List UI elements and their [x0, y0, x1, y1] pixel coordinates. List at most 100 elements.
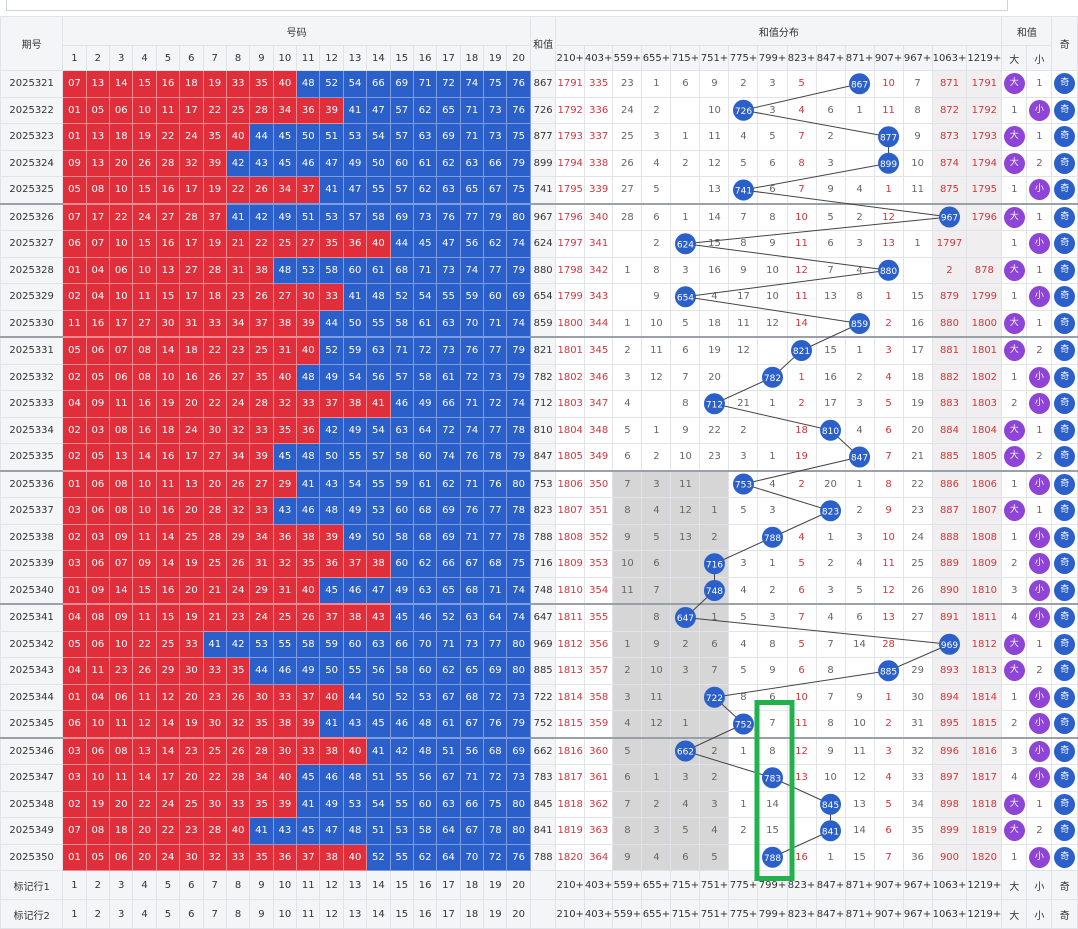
table-row[interactable]: 2025327 06 07 10 15 16 17 19 21 22 25 27 35 36 40 44 45 4…	[0, 230, 1078, 258]
table-row[interactable]: 2025331 05 06 07 08 14 18 22 23 25 31 40 52 59 63 71 72 7…	[0, 336, 1078, 365]
table-row[interactable]: 2025329 02 04 10 11 15 17 18 23 26 27 30 33 41 48 52 54 5…	[0, 283, 1078, 311]
drawn-number: 17	[155, 764, 181, 792]
table-row[interactable]: 2025324 09 13 20 26 28 32 39 42 43 45 46 47 49 50 60 61 6…	[0, 149, 1078, 177]
table-row[interactable]: 2025321 07 13 14 15 16 18 19 33 35 40 48 52 54 66 69 71 7…	[0, 70, 1078, 98]
drawn-number: 41	[296, 469, 321, 498]
table-row[interactable]: 2025342 05 06 10 22 25 33 41 42 53 55 58 59 60 63 66 70 7…	[0, 630, 1078, 658]
table-row[interactable]: 2025341 04 08 09 11 15 19 21 23 24 25 26 37 38 43 45 46 5…	[0, 603, 1078, 632]
drawn-number: 54	[342, 469, 368, 498]
dist-cell: 6	[670, 70, 701, 98]
drawn-number: 16	[155, 70, 181, 98]
issue-number: 2025336	[0, 469, 64, 498]
dist-cell: 11	[641, 336, 672, 365]
issue-number: 2025337	[0, 497, 64, 525]
table-row[interactable]: 2025326 07 17 22 24 27 28 37 41 42 49 51 53 57 58 69 73 7…	[0, 202, 1078, 231]
table-row[interactable]: 2025322 01 05 06 10 11 17 22 25 28 34 36 39 41 47 57 62 6…	[0, 96, 1078, 124]
drawn-number: 37	[249, 309, 274, 338]
dist-col-header: 751+	[699, 45, 730, 71]
table-row[interactable]: 2025349 07 08 18 20 22 23 28 40 41 43 45 47 48 51 53 58 6…	[0, 817, 1078, 845]
drawn-number: 04	[85, 283, 111, 311]
drawn-number: 50	[319, 443, 344, 471]
big-badge: 大	[1003, 660, 1025, 682]
drawn-number: 63	[436, 309, 461, 338]
odd-cell: 奇	[1051, 230, 1078, 258]
table-row[interactable]: 2025323 01 13 18 19 22 24 35 40 44 45 50 51 53 54 57 63 6…	[0, 123, 1078, 151]
drawn-number: 41	[225, 202, 251, 231]
drawn-number: 73	[483, 123, 508, 151]
drawn-number: 62	[412, 550, 438, 578]
drawn-number: 20	[132, 843, 157, 871]
table-row[interactable]: 2025350 01 05 06 20 24 30 32 33 35 36 37 38 40 52 55 62 6…	[0, 843, 1078, 871]
dist-cell: 2	[728, 70, 759, 98]
dist-cell: 9	[612, 843, 643, 871]
drawn-number: 43	[249, 149, 274, 177]
odd-badge: 奇	[1054, 526, 1076, 548]
table-row[interactable]: 2025345 06 10 11 12 14 19 30 32 35 38 39 41 43 45 46 48 6…	[0, 710, 1078, 738]
small-badge: 小	[1028, 767, 1050, 789]
table-row[interactable]: 2025335 02 05 13 14 16 17 27 34 39 45 48 50 55 57 58 60 7…	[0, 443, 1078, 471]
drawn-number: 28	[249, 390, 274, 418]
table-row[interactable]: 2025348 02 19 20 22 24 25 30 33 35 39 41 49 53 54 55 60 6…	[0, 790, 1078, 818]
table-row[interactable]: 2025337 03 06 08 10 16 20 28 32 33 43 46 48 49 53 60 68 6…	[0, 497, 1078, 525]
sum-value: 662	[529, 736, 557, 765]
big-miss-count: 1	[1011, 478, 1018, 490]
table-row[interactable]: 2025334 02 03 08 16 18 24 30 32 33 35 36 42 49 54 63 64 7…	[0, 416, 1078, 444]
footer-number-col: 6	[179, 870, 204, 900]
drawn-number: 53	[249, 630, 274, 658]
table-row[interactable]: 2025338 02 03 09 11 14 25 28 29 34 36 38 39 49 50 58 68 6…	[0, 523, 1078, 551]
dist-cell: 22	[699, 416, 730, 444]
table-row[interactable]: 2025332 02 05 06 08 10 16 26 27 35 40 48 49 54 56 57 58 6…	[0, 363, 1078, 391]
table-row[interactable]: 2025330 11 16 17 27 30 31 33 34 37 38 39 44 50 55 58 61 6…	[0, 309, 1078, 338]
freq-count: 1799	[966, 283, 1003, 311]
odd-badge: 奇	[1054, 553, 1076, 575]
miss-count: 337	[583, 123, 614, 151]
drawn-number: 52	[436, 603, 461, 632]
table-row[interactable]: 2025347 03 10 11 14 17 20 22 28 34 40 45 46 48 51 55 56 6…	[0, 764, 1078, 792]
table-row[interactable]: 2025333 04 09 11 16 19 20 22 24 28 32 33 37 38 41 46 49 6…	[0, 390, 1078, 418]
dist-cell: 8	[612, 497, 643, 525]
dist-cell	[612, 230, 643, 258]
drawn-number: 17	[179, 443, 204, 471]
table-row[interactable]: 2025336 01 06 08 10 11 13 20 26 27 29 41 43 54 55 59 61 6…	[0, 469, 1078, 498]
footer-number-col: 5	[155, 870, 181, 900]
size-big-cell: 大	[1001, 336, 1028, 365]
drawn-number: 26	[225, 469, 251, 498]
table-row[interactable]: 2025343 04 11 23 26 29 30 33 35 44 46 49 50 55 56 58 60 6…	[0, 657, 1078, 685]
freq-count	[966, 230, 1003, 258]
drawn-number: 25	[179, 523, 204, 551]
drawn-number: 32	[272, 390, 298, 418]
table-row[interactable]: 2025325 05 08 10 15 16 17 19 22 26 34 37 41 47 55 57 62 6…	[0, 176, 1078, 204]
number-col-header: 1	[62, 45, 87, 71]
table-row[interactable]: 2025328 01 04 06 10 13 27 28 31 38 48 53 58 60 61 68 71 7…	[0, 256, 1078, 284]
table-row[interactable]: 2025340 01 09 14 15 16 20 21 24 29 31 40 45 46 47 49 63 6…	[0, 576, 1078, 605]
drawn-number: 06	[62, 230, 87, 258]
drawn-number: 46	[296, 149, 321, 177]
footer-number-col: 15	[389, 870, 414, 900]
table-row[interactable]: 2025346 03 06 08 13 14 23 25 26 28 30 33 38 40 41 42 48 5…	[0, 736, 1078, 765]
drawn-number: 65	[459, 657, 485, 685]
drawn-number: 78	[506, 497, 531, 525]
freq-count: 1796	[966, 202, 1003, 231]
big-miss-count: 3	[1011, 584, 1018, 596]
footer-number-col: 9	[249, 870, 274, 900]
drawn-number: 15	[132, 70, 157, 98]
drawn-number: 55	[436, 283, 461, 311]
dist-cell: 3	[757, 70, 788, 98]
dist-cell: 12	[641, 710, 672, 738]
drawn-number: 11	[132, 283, 157, 311]
dist-cell: 10	[844, 710, 875, 738]
drawn-number: 01	[62, 469, 87, 498]
size-big-cell: 2	[1001, 390, 1028, 418]
drawn-number: 30	[202, 416, 227, 444]
drawn-number: 67	[459, 710, 485, 738]
dist-cell: 29	[902, 657, 933, 685]
search-box[interactable]	[6, 0, 1008, 11]
table-row[interactable]: 2025344 01 04 06 11 12 20 23 26 30 33 37 40 44 50 52 53 6…	[0, 683, 1078, 711]
odd-cell: 奇	[1051, 683, 1078, 711]
drawn-number: 68	[483, 550, 508, 578]
table-row[interactable]: 2025339 03 06 07 09 14 19 25 26 31 32 35 36 37 38 60 62 6…	[0, 550, 1078, 578]
drawn-number: 58	[412, 363, 438, 391]
sum-value: 885	[529, 657, 557, 685]
drawn-number: 33	[272, 683, 298, 711]
dist-cell: 3	[699, 790, 730, 818]
